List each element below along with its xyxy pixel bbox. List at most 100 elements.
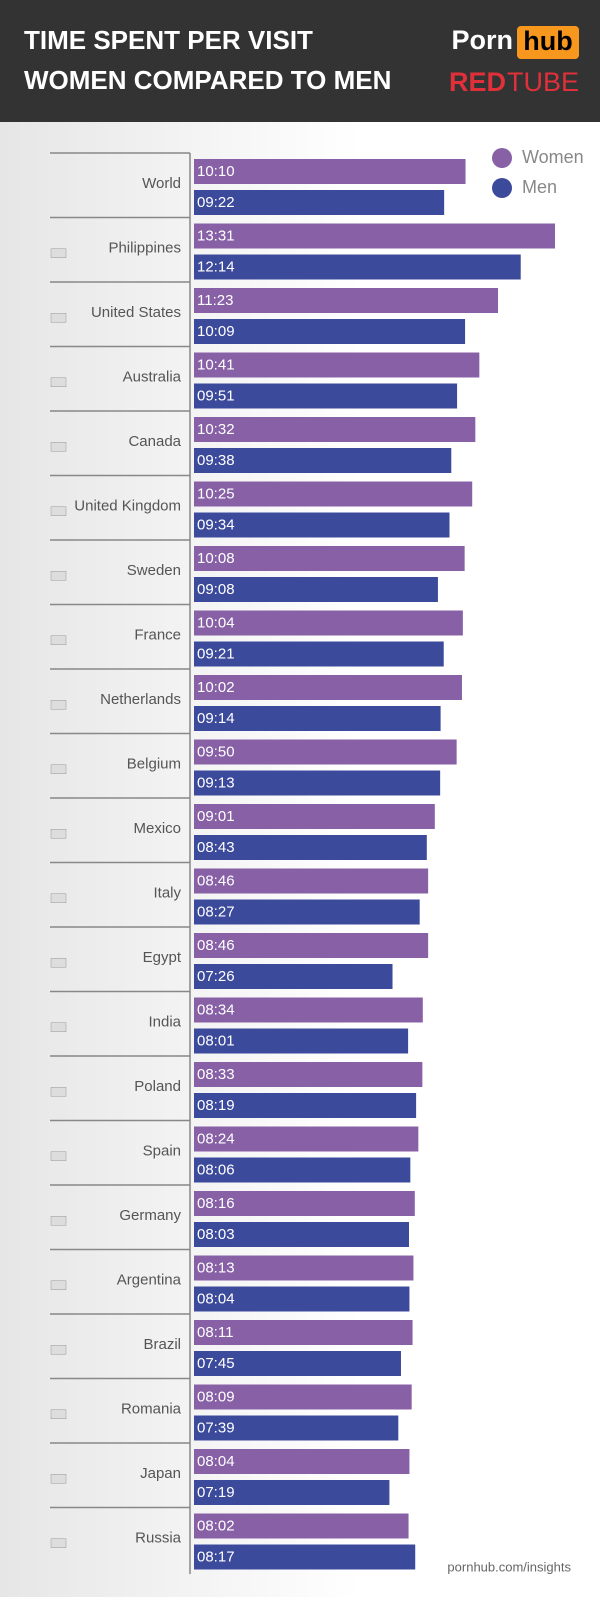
bar xyxy=(194,352,480,378)
category-label: Brazil xyxy=(143,1336,181,1353)
flag-icon xyxy=(50,1280,67,1290)
bar xyxy=(194,481,473,507)
bar xyxy=(194,546,465,571)
value-label: 08:06 xyxy=(197,1161,235,1178)
value-label: 09:38 xyxy=(197,452,235,469)
value-label: 08:17 xyxy=(197,1548,235,1565)
bar xyxy=(194,1191,415,1216)
logo-hub-box xyxy=(517,26,579,59)
value-label: 07:45 xyxy=(197,1355,235,1372)
category-label: Poland xyxy=(134,1078,181,1095)
flag-icon xyxy=(50,1345,67,1355)
value-label: 08:16 xyxy=(197,1195,235,1212)
bar xyxy=(194,1222,409,1247)
value-label: 08:43 xyxy=(197,839,235,856)
category-label: Australia xyxy=(123,369,182,386)
value-label: 10:02 xyxy=(197,679,235,696)
flag-icon xyxy=(50,571,67,581)
value-label: 11:23 xyxy=(197,292,233,309)
bar xyxy=(194,1126,419,1152)
flag-icon xyxy=(50,1538,67,1548)
flag-icon xyxy=(50,764,67,774)
category-label: Japan xyxy=(140,1465,181,1482)
bar xyxy=(194,417,476,442)
chart-subtitle: WOMEN COMPARED TO MEN xyxy=(24,65,391,95)
value-label: 07:26 xyxy=(197,968,235,985)
flag-icon xyxy=(50,893,67,903)
value-label: 10:09 xyxy=(197,323,235,340)
flag-icon xyxy=(50,442,67,452)
value-label: 09:14 xyxy=(197,710,235,727)
bar xyxy=(194,610,463,636)
value-label: 08:34 xyxy=(197,1001,235,1018)
bar xyxy=(194,868,429,894)
flag-icon xyxy=(50,1022,67,1032)
bar xyxy=(194,1480,390,1505)
flag-icon xyxy=(50,377,67,387)
flag-icon xyxy=(50,1474,67,1484)
category-label: United States xyxy=(91,304,181,321)
bar xyxy=(194,1255,414,1281)
bar xyxy=(194,190,445,215)
value-label: 08:09 xyxy=(197,1388,235,1405)
value-label: 09:22 xyxy=(197,194,235,211)
value-label: 07:19 xyxy=(197,1484,235,1501)
legend-label: Women xyxy=(522,147,584,167)
flag-icon xyxy=(50,829,67,839)
value-label: 08:24 xyxy=(197,1130,235,1147)
logo-red: RED xyxy=(449,67,506,97)
bar xyxy=(194,1544,416,1570)
category-label: Spain xyxy=(143,1143,181,1160)
bar xyxy=(194,739,457,765)
value-label: 08:01 xyxy=(197,1032,235,1049)
value-label: 08:46 xyxy=(197,872,235,889)
bar xyxy=(194,159,466,184)
bar xyxy=(194,319,466,344)
category-label: Italy xyxy=(153,885,181,902)
legend-marker xyxy=(492,148,512,168)
bar xyxy=(194,933,429,958)
category-label: Canada xyxy=(128,433,181,450)
value-label: 09:21 xyxy=(197,645,235,662)
category-label: Philippines xyxy=(108,240,181,257)
bar xyxy=(194,223,555,249)
bar xyxy=(194,706,441,731)
value-label: 10:25 xyxy=(197,485,235,502)
category-label: France xyxy=(134,627,181,644)
value-label: 09:08 xyxy=(197,581,235,598)
logo-tube: TUBE xyxy=(507,67,579,97)
category-label: Mexico xyxy=(133,820,181,837)
bar xyxy=(194,804,435,829)
value-label: 09:51 xyxy=(197,387,235,404)
value-label: 09:34 xyxy=(197,516,235,533)
flag-icon xyxy=(50,635,67,645)
bar xyxy=(194,899,420,925)
bar xyxy=(194,770,441,796)
bar xyxy=(194,1028,409,1054)
chart-title: TIME SPENT PER VISIT xyxy=(24,25,313,55)
value-label: 09:50 xyxy=(197,743,235,760)
logo-porn: Porn xyxy=(451,25,513,55)
bar xyxy=(194,288,499,313)
value-label: 08:04 xyxy=(197,1290,235,1307)
value-label: 08:19 xyxy=(197,1097,235,1114)
flag-icon xyxy=(50,700,67,710)
category-label: World xyxy=(142,175,181,192)
bar xyxy=(194,1286,410,1312)
bar xyxy=(194,383,458,409)
value-label: 12:14 xyxy=(197,258,235,275)
flag-icon xyxy=(50,313,67,323)
value-label: 08:33 xyxy=(197,1066,235,1083)
category-label: Belgium xyxy=(127,756,181,773)
legend-label: Men xyxy=(522,177,557,197)
bar xyxy=(194,512,450,538)
bar xyxy=(194,1415,399,1441)
bar xyxy=(194,997,423,1023)
bar xyxy=(194,1384,412,1410)
category-label: India xyxy=(148,1014,181,1031)
bar xyxy=(194,1157,411,1183)
value-label: 09:01 xyxy=(197,808,235,825)
flag-icon xyxy=(50,248,67,258)
value-label: 08:27 xyxy=(197,903,235,920)
value-label: 08:04 xyxy=(197,1453,235,1470)
